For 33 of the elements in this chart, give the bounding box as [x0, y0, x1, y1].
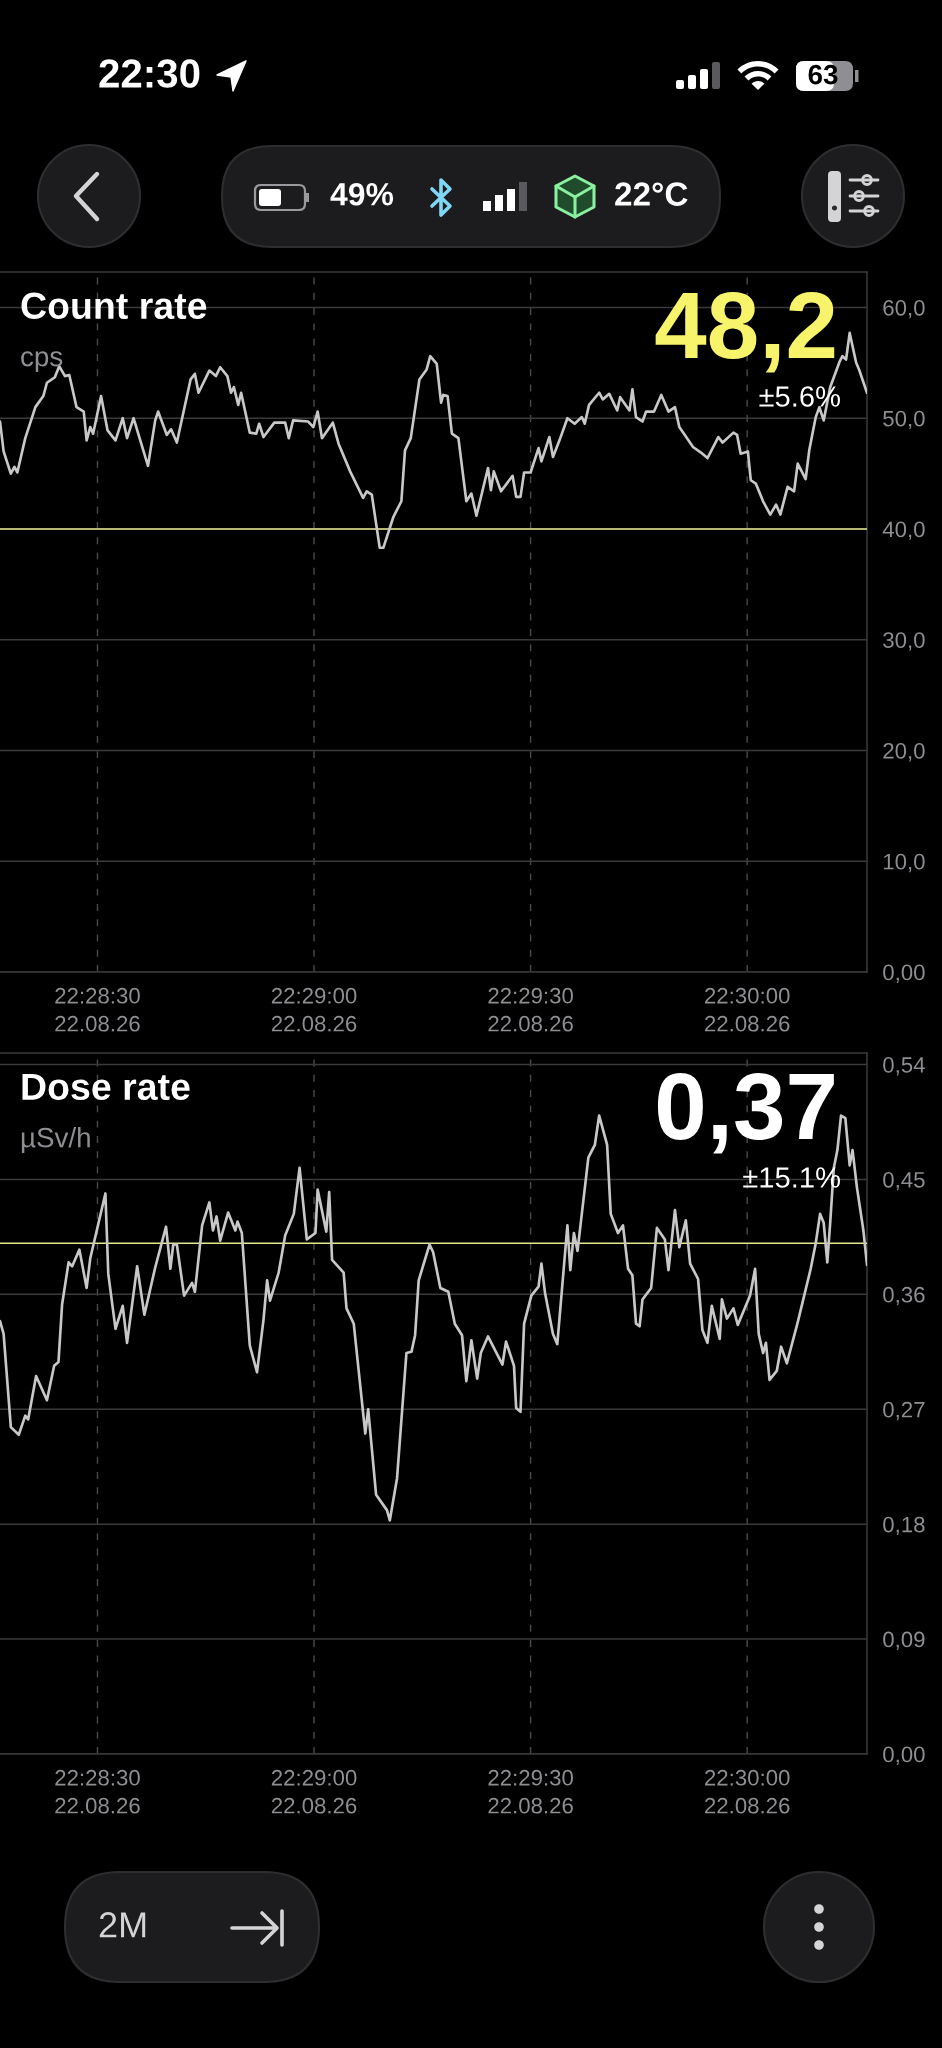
y-tick-label: 10,0	[883, 853, 925, 873]
chart-title: Count rate	[21, 292, 207, 320]
y-tick-label: 60,0	[883, 299, 925, 319]
text: 2M	[99, 1912, 146, 1938]
x-tick-label: 22:29:00 22.08.26	[271, 1769, 357, 1814]
y-tick-label: 0,00	[883, 964, 925, 983]
x-tick-label: 22:30:00 22.08.26	[705, 1769, 790, 1814]
y-tick-label: 0,36	[883, 1286, 925, 1306]
text: cps	[21, 351, 63, 372]
text: 63	[808, 64, 838, 85]
y-tick-label: 20,0	[883, 743, 925, 762]
text: µSv/h	[21, 1127, 90, 1153]
y-tick-label: 50,0	[883, 410, 925, 430]
y-tick-label: 0,27	[883, 1401, 925, 1421]
y-tick-label: 30,0	[883, 632, 925, 651]
text: 22:30	[99, 59, 200, 88]
chart-title: Dose rate	[22, 1073, 190, 1101]
text: 49%	[330, 182, 394, 206]
text: 22°C	[615, 182, 688, 206]
x-tick-label: 22:28:30 22.08.26	[55, 1769, 140, 1814]
y-tick-label: 0,00	[883, 1746, 925, 1765]
y-tick-label: 0,18	[883, 1516, 925, 1536]
y-tick-label: 0,54	[883, 1057, 925, 1076]
y-tick-label: 40,0	[882, 521, 925, 540]
x-tick-label: 22:30:00 22.08.26	[705, 987, 790, 1032]
annotation: 0,37	[657, 1073, 834, 1154]
y-tick-label: 0,45	[883, 1171, 925, 1191]
y-tick-label: 0,09	[883, 1631, 925, 1650]
x-tick-label: 22:28:30 22.08.26	[55, 987, 140, 1032]
x-tick-label: 22:29:00 22.08.26	[271, 987, 357, 1032]
annotation: 48,2	[655, 292, 835, 373]
x-tick-label: 22:29:30 22.08.26	[488, 1769, 573, 1814]
x-tick-label: 22:29:30 22.08.26	[488, 987, 573, 1032]
